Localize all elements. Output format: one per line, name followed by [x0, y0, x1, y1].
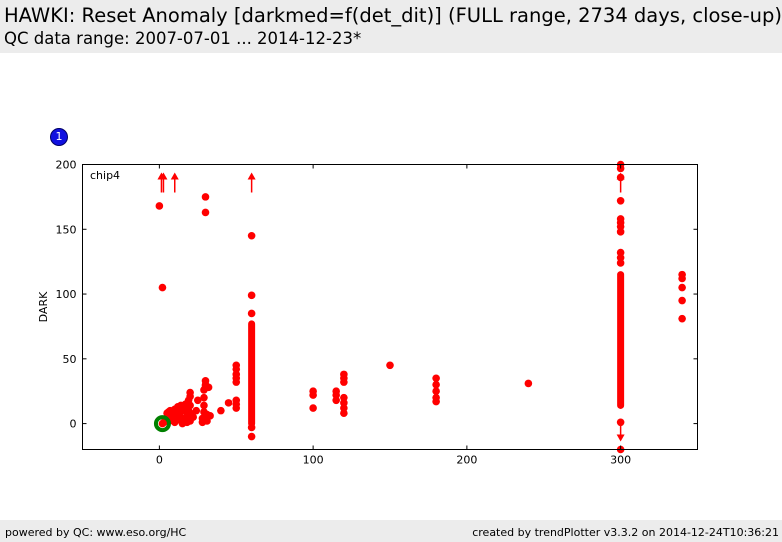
data-point — [189, 413, 197, 421]
data-point-run — [248, 320, 256, 428]
data-point — [678, 283, 686, 292]
data-point — [616, 196, 625, 205]
x-tick-label: 300 — [610, 454, 631, 467]
page-title: HAWKI: Reset Anomaly [darkmed=f(det_dit)… — [4, 4, 782, 27]
data-marks — [153, 160, 686, 454]
data-point — [616, 259, 625, 267]
header-bar: HAWKI: Reset Anomaly [darkmed=f(det_dit)… — [0, 0, 782, 53]
data-point — [386, 361, 394, 370]
data-point — [232, 404, 241, 412]
data-point — [204, 383, 213, 392]
axis-ticks: 0 100 200 300 0 50 100 150 200 — [56, 159, 698, 467]
data-point — [186, 392, 194, 401]
y-tick-label: 200 — [56, 159, 77, 172]
y-tick-label: 50 — [63, 353, 77, 366]
out-of-range-up-arrow — [159, 172, 168, 193]
data-point — [155, 202, 164, 210]
data-point — [432, 374, 440, 383]
data-point — [247, 423, 256, 432]
data-point — [158, 283, 167, 292]
plot-number-badge[interactable]: 1 — [50, 128, 68, 146]
data-point — [678, 274, 686, 283]
panel-label: chip4 — [90, 169, 120, 182]
data-point — [678, 314, 686, 323]
data-point — [678, 296, 686, 305]
out-of-range-down-arrow — [616, 421, 625, 442]
data-point — [332, 396, 340, 405]
footer-bar: powered by QC: www.eso.org/HC created by… — [0, 520, 782, 542]
data-point — [186, 401, 194, 410]
data-point — [247, 291, 256, 300]
plot-frame — [82, 164, 698, 450]
footer-created-by: created by trendPlotter v3.3.2 on 2014-1… — [472, 526, 779, 539]
data-point — [524, 379, 533, 388]
data-point — [206, 412, 214, 420]
data-point-run — [617, 271, 625, 409]
page-subtitle: QC data range: 2007-07-01 ... 2014-12-23… — [4, 29, 362, 48]
x-tick-label: 100 — [303, 454, 324, 467]
out-of-range-up-arrow — [170, 172, 179, 193]
data-point — [616, 228, 625, 236]
data-point — [340, 409, 348, 418]
data-point — [200, 393, 208, 402]
data-point — [309, 391, 317, 399]
data-point — [200, 401, 208, 410]
out-of-range-up-arrow — [616, 172, 625, 193]
data-point — [201, 208, 210, 217]
y-tick-label: 100 — [56, 288, 77, 301]
y-axis-label: DARK — [37, 291, 50, 322]
x-tick-label: 200 — [456, 454, 477, 467]
out-of-range-up-arrow — [247, 172, 256, 193]
data-point — [432, 387, 440, 396]
y-tick-label: 150 — [56, 223, 77, 236]
data-point — [247, 432, 256, 441]
data-point — [192, 406, 201, 415]
data-point — [340, 378, 348, 386]
data-point — [247, 231, 256, 240]
data-point — [224, 399, 233, 407]
footer-powered-by: powered by QC: www.eso.org/HC — [5, 526, 187, 539]
data-point — [247, 309, 256, 318]
data-point — [432, 397, 440, 406]
data-point — [232, 378, 241, 386]
data-point — [217, 406, 225, 415]
data-point — [309, 404, 317, 412]
x-tick-label: 0 — [156, 454, 163, 467]
data-point — [194, 396, 202, 405]
y-tick-label: 0 — [70, 418, 77, 431]
data-point — [201, 193, 210, 201]
highlight-point — [153, 415, 171, 433]
data-point — [432, 380, 440, 389]
